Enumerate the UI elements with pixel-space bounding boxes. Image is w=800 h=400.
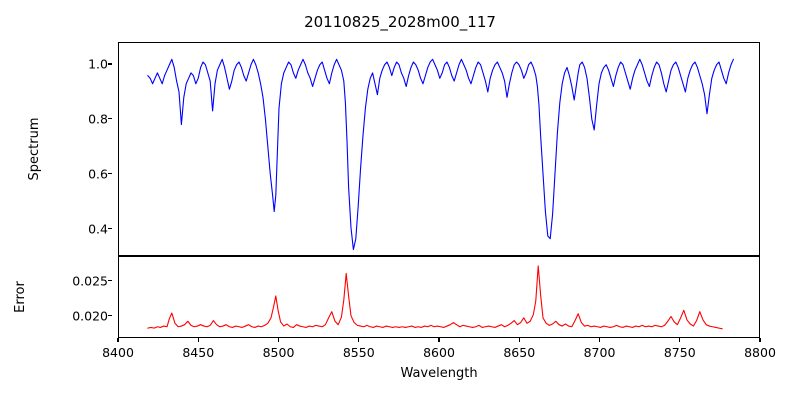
- x-tick-label: 8500: [262, 345, 295, 360]
- x-tick-label: 8700: [583, 345, 616, 360]
- x-tick-label: 8750: [663, 345, 696, 360]
- x-tick-mark: [277, 338, 280, 342]
- x-tick-mark: [598, 338, 601, 342]
- error-y-ticks: 0.025 0.020: [48, 256, 112, 338]
- error-line-chart: [119, 257, 759, 337]
- spectrum-y-axis-label: Spectrum: [27, 117, 42, 181]
- y-tick-mark: [108, 228, 112, 230]
- x-tick-mark: [358, 338, 360, 342]
- y-tick-mark: [108, 63, 112, 65]
- y-tick-label: 0.020: [72, 308, 108, 324]
- x-tick-label: 8800: [744, 345, 776, 360]
- error-plot-panel: [118, 256, 760, 338]
- spectrum-line-chart: [119, 43, 759, 255]
- error-y-axis-label: Error: [13, 281, 28, 313]
- x-axis-ticks: 8400 8450 8500 8550 8600 8650 8700 8750 8800: [102, 338, 776, 364]
- x-axis-label: Wavelength: [400, 366, 478, 381]
- y-tick-label: 0.6: [88, 166, 108, 182]
- x-tick-mark: [117, 338, 119, 342]
- x-tick-mark: [679, 338, 681, 342]
- x-tick-label: 8450: [182, 345, 215, 360]
- spectrum-y-ticks: 1.0 0.8 0.6 0.4: [48, 42, 112, 256]
- y-tick-mark: [108, 280, 112, 282]
- x-tick-mark: [759, 338, 761, 342]
- x-tick-label: 8600: [423, 345, 455, 360]
- x-tick-label: 8400: [102, 345, 134, 360]
- series-error: [148, 266, 722, 329]
- y-tick-label: 0.4: [88, 221, 108, 237]
- y-tick-label: 0.025: [72, 273, 108, 289]
- figure-title: 20110825_2028m00_117: [304, 13, 496, 31]
- y-tick-mark: [108, 118, 112, 120]
- spectrum-plot-panel: [118, 42, 760, 256]
- x-tick-mark: [197, 338, 199, 342]
- x-tick-mark: [518, 338, 520, 342]
- x-tick-label: 8550: [342, 345, 375, 360]
- y-tick-mark: [108, 173, 112, 175]
- x-tick-mark: [438, 338, 440, 342]
- series-spectrum: [148, 59, 734, 249]
- x-tick-label: 8650: [503, 345, 536, 360]
- y-tick-label: 0.8: [88, 111, 108, 127]
- y-tick-label: 1.0: [88, 56, 108, 72]
- y-tick-mark: [108, 315, 112, 317]
